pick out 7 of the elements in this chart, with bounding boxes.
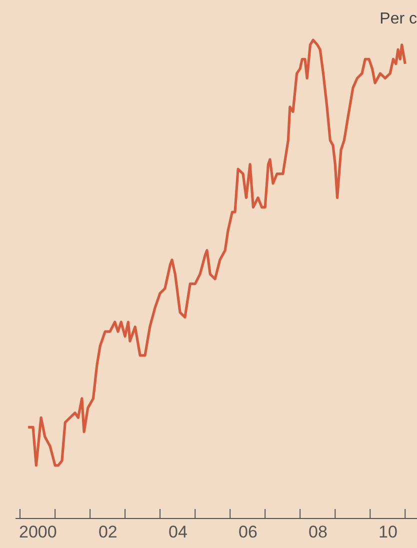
- chart-title: Per c: [380, 10, 417, 28]
- x-tick-label: 08: [308, 522, 328, 542]
- x-tick-label: 04: [168, 522, 188, 542]
- x-tick-label: 02: [98, 522, 118, 542]
- x-tick-label: 10: [378, 522, 398, 542]
- x-tick-label: 2000: [19, 522, 57, 542]
- x-tick-label: 06: [238, 522, 258, 542]
